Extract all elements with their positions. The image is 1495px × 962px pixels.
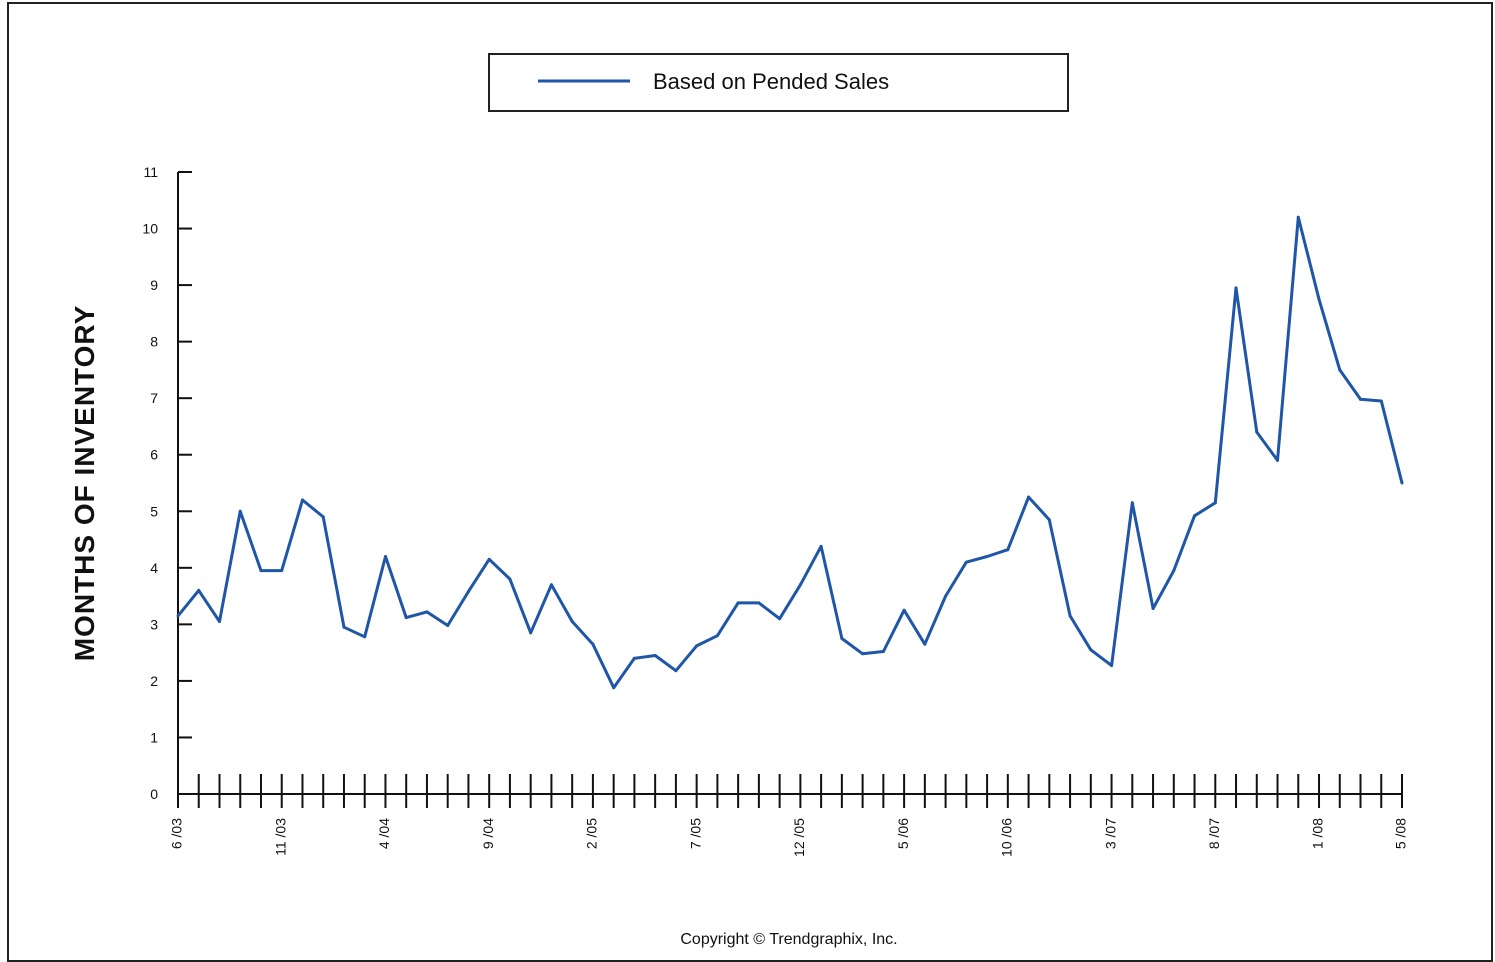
y-tick-label: 3 (150, 616, 158, 632)
data-point (1276, 458, 1280, 462)
data-point (985, 555, 989, 559)
data-point (840, 637, 844, 640)
data-point (1213, 501, 1217, 505)
data-point (1151, 607, 1155, 611)
data-point (1068, 614, 1072, 618)
data-point (1172, 569, 1176, 573)
data-point (902, 608, 906, 612)
data-point (757, 601, 761, 605)
chart-frame (7, 2, 1493, 962)
data-point (923, 642, 927, 646)
data-point (363, 635, 367, 639)
x-tick-label: 9 /04 (480, 818, 496, 849)
data-point (1130, 501, 1134, 505)
x-tick-label: 7 /05 (687, 818, 703, 849)
y-tick-label: 10 (142, 221, 158, 237)
x-tick-label: 2 /05 (584, 818, 600, 849)
data-point (217, 620, 221, 624)
data-point (591, 642, 595, 646)
data-point (944, 594, 948, 598)
data-point (1110, 664, 1114, 668)
data-point (653, 653, 657, 657)
data-point (446, 623, 450, 627)
x-tick-label: 3 /07 (1102, 818, 1118, 849)
copyright-text: Copyright © Trendgraphix, Inc. (680, 931, 897, 948)
data-point (466, 590, 470, 594)
y-tick-label: 2 (150, 673, 158, 689)
data-point (321, 515, 325, 519)
data-point (695, 644, 699, 648)
x-tick-label: 1 /08 (1310, 818, 1326, 849)
y-tick-label: 11 (143, 164, 158, 180)
data-point (861, 652, 865, 656)
data-point (715, 634, 719, 638)
x-tick-label: 10 /06 (999, 818, 1015, 857)
data-point (404, 616, 408, 620)
data-point (1379, 399, 1383, 403)
y-tick-label: 4 (150, 560, 158, 576)
data-point (529, 631, 533, 635)
data-point (508, 577, 512, 581)
x-tick-label: 8 /07 (1206, 818, 1222, 849)
y-tick-label: 5 (150, 503, 158, 519)
data-point (300, 498, 304, 502)
y-tick-label: 8 (150, 334, 158, 350)
data-point (238, 509, 242, 513)
data-point (383, 555, 387, 559)
data-point (1089, 648, 1093, 652)
legend-label: Based on Pended Sales (653, 69, 889, 94)
data-point (778, 617, 782, 621)
x-tick-label: 5 /06 (895, 818, 911, 849)
series-group (176, 215, 1404, 690)
data-point (549, 583, 553, 587)
data-point (964, 560, 968, 564)
y-tick-label: 0 (150, 786, 158, 802)
data-point (612, 686, 616, 690)
x-tick-label: 11 /03 (272, 818, 288, 856)
y-tick-label: 7 (150, 390, 158, 406)
x-tick-label: 5 /08 (1393, 818, 1409, 849)
data-point (632, 656, 636, 660)
data-point (342, 625, 346, 629)
data-point (176, 614, 180, 618)
data-point (881, 650, 885, 654)
y-tick-label: 1 (150, 729, 158, 745)
data-point (1359, 397, 1363, 401)
data-point (259, 569, 263, 573)
x-axis: 6 /03 11 /03 4 /04 9 /04 2 /05 7 /05 12 /05 5 /… (169, 774, 1409, 857)
data-point (1255, 430, 1259, 434)
data-point (1317, 297, 1321, 301)
data-point (736, 601, 740, 605)
data-point (1047, 518, 1051, 522)
y-tick-label: 6 (150, 447, 158, 463)
data-point (425, 610, 429, 614)
x-tick-label: 4 /04 (376, 818, 392, 849)
data-point (798, 583, 802, 587)
series-line-based-on-pended-sales (176, 215, 1404, 690)
data-point (1296, 215, 1300, 219)
data-point (570, 620, 574, 624)
data-point (674, 669, 678, 673)
data-point (1400, 481, 1404, 485)
x-tick-label: 12 /05 (791, 818, 807, 857)
x-tick-label: 6 /03 (169, 818, 185, 849)
data-point (1006, 548, 1010, 552)
data-point (197, 588, 201, 592)
data-point (280, 569, 284, 573)
data-point (1338, 368, 1342, 372)
data-point (1193, 514, 1197, 518)
data-point (487, 557, 491, 561)
data-point (819, 544, 823, 548)
data-point (1027, 495, 1031, 499)
y-axis: 0 1 2 3 4 5 6 7 8 9 10 11 (142, 164, 192, 802)
data-point (1234, 286, 1238, 290)
y-tick-label: 9 (150, 277, 158, 293)
y-axis-label: MONTHS OF INVENTORY (69, 305, 100, 662)
